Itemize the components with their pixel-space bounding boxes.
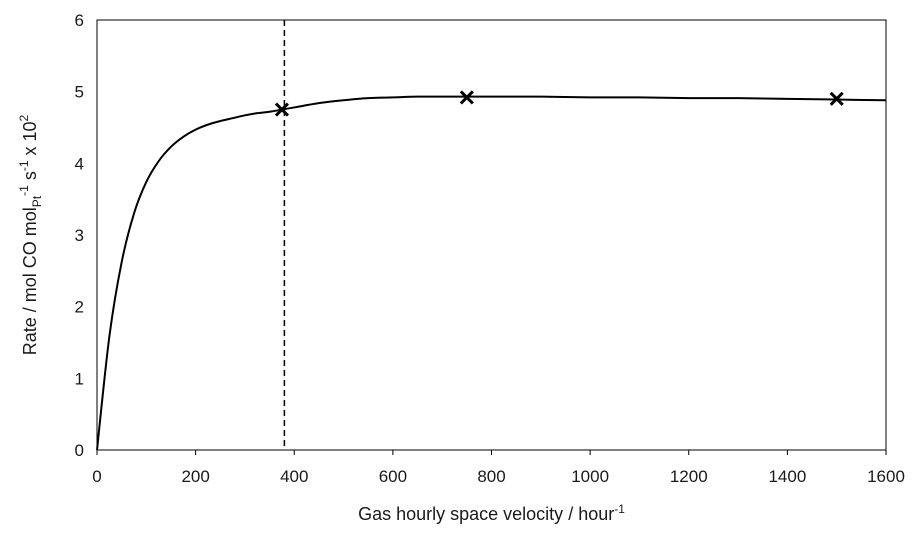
x-tick-label: 200 [181,467,209,486]
x-axis-title-text: Gas hourly space velocity / hour [358,504,614,524]
x-axis-title: Gas hourly space velocity / hour-1 [358,502,625,524]
data-points [274,90,844,117]
x-axis-ticks: 0 200 400 600 800 1000 1200 1400 1600 [92,450,905,486]
y-tick-label: 6 [75,11,84,30]
x-tick-label: 600 [379,467,407,486]
x-tick-label: 0 [92,467,101,486]
x-tick-label: 1400 [768,467,806,486]
y-axis-ticks: 0 1 2 3 4 5 6 [75,11,84,460]
y-tick-label: 0 [75,441,84,460]
x-axis-title-sup: -1 [614,502,625,516]
y-axis-title-sup1: -1 [17,185,31,196]
data-point-x-marker [274,102,289,117]
y-axis-title: Rate / mol CO molPt-1 s-1 x 102 [17,114,44,355]
y-axis-title-part1: Rate / mol CO mol [20,207,40,355]
x-tick-label: 1200 [670,467,708,486]
data-point-x-marker [829,91,844,106]
y-axis-title-part2: s [20,171,40,185]
y-axis-title-sup2: -1 [17,160,31,171]
y-axis-title-sub: Pt [30,195,44,207]
y-tick-label: 4 [75,154,84,173]
data-point-x-marker [459,90,474,105]
x-tick-label: 400 [280,467,308,486]
y-tick-label: 1 [75,369,84,388]
series-line-rate [96,95,887,451]
plot-area-frame [96,19,887,451]
y-axis-title-sup3: 2 [17,114,31,121]
y-tick-label: 5 [75,83,84,102]
y-axis-title-part3: x 10 [20,121,40,160]
x-tick-label: 1000 [571,467,609,486]
x-tick-label: 800 [477,467,505,486]
y-tick-label: 3 [75,226,84,245]
x-tick-label: 1600 [867,467,905,486]
y-tick-label: 2 [75,298,84,317]
